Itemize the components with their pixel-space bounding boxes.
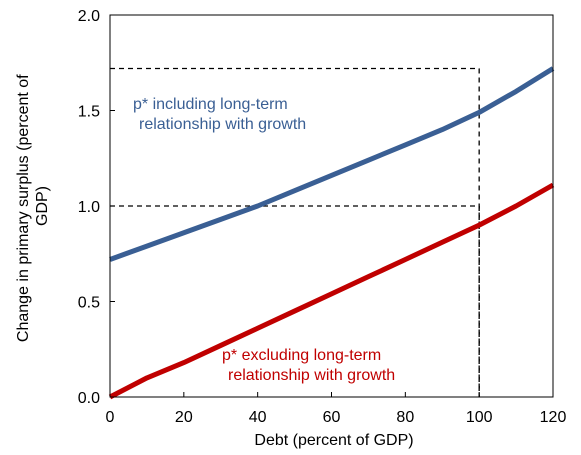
y-axis-label-line-2: GDP) <box>34 186 51 226</box>
reference-lines <box>110 67 480 397</box>
x-tick-label: 120 <box>540 409 567 426</box>
series-annotation-line: p* including long-term <box>133 96 288 113</box>
x-tick-label: 20 <box>175 409 193 426</box>
series-annotation-2: p* excluding long-term relationship with … <box>222 347 395 384</box>
x-tick-label: 100 <box>466 409 493 426</box>
series-annotation-line: relationship with growth <box>139 116 306 133</box>
y-axis-label: Change in primary surplus (percent of GD… <box>15 70 51 342</box>
series-line-2 <box>108 182 555 400</box>
y-tick-label: 0.5 <box>78 295 100 312</box>
x-axis-label: Debt (percent of GDP) <box>254 432 413 449</box>
series-line-1 <box>109 66 555 262</box>
y-tick-label: 1.5 <box>78 104 100 121</box>
x-tick-label: 80 <box>396 409 414 426</box>
series-annotations: p* including long-term relationship with … <box>133 96 395 384</box>
y-tick-label: 1.0 <box>78 199 100 216</box>
x-tick-label: 0 <box>106 409 115 426</box>
series-annotation-line: relationship with growth <box>228 367 395 384</box>
y-tick-label: 0.0 <box>78 390 100 407</box>
x-tick-label: 40 <box>249 409 267 426</box>
series-annotation-line: p* excluding long-term <box>222 347 381 364</box>
x-tick-label: 60 <box>323 409 341 426</box>
axes <box>109 14 554 398</box>
series-annotation-1: p* including long-term relationship with … <box>133 96 306 133</box>
tick-labels: 0 20 40 60 80 100 120 0.0 0.5 1.0 1.5 2.0 <box>78 8 567 426</box>
series-lines <box>108 66 555 400</box>
y-axis-label-line-1: Change in primary surplus (percent of <box>15 74 32 342</box>
y-tick-label: 2.0 <box>78 8 100 25</box>
